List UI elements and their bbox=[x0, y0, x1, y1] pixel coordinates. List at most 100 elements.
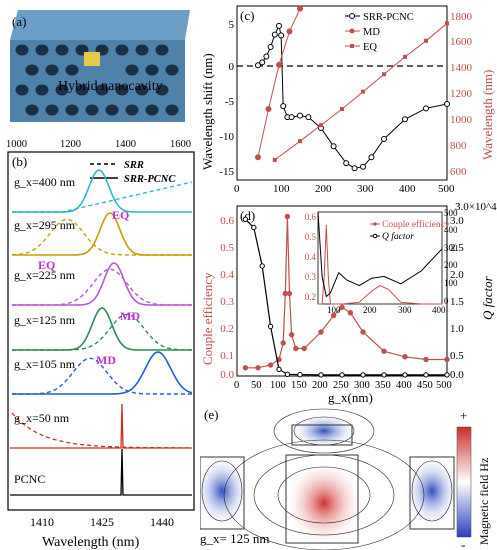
crystal-hole bbox=[65, 64, 79, 76]
data-point bbox=[298, 139, 302, 144]
svg-text:350: 350 bbox=[375, 380, 391, 391]
data-point bbox=[360, 329, 366, 335]
crystal-hole bbox=[165, 104, 179, 116]
srr-curve bbox=[12, 268, 192, 306]
svg-text:1440: 1440 bbox=[150, 515, 174, 529]
data-point bbox=[272, 157, 277, 162]
svg-text:1600: 1600 bbox=[450, 36, 473, 48]
data-point bbox=[305, 114, 312, 121]
svg-text:1.5: 1.5 bbox=[450, 296, 464, 308]
trace-label: g_x=225 nm bbox=[14, 268, 76, 282]
data-point bbox=[423, 356, 429, 363]
svg-text:0.4: 0.4 bbox=[220, 269, 234, 281]
data-point bbox=[297, 112, 303, 119]
svg-text:400: 400 bbox=[432, 305, 446, 315]
panel-c-y-left-ticks: 5 0 -5 -10 -15 bbox=[219, 19, 234, 178]
panel-c-y-right-ticks: 1800 1600 1400 1200 1000 800 600 bbox=[450, 11, 473, 178]
inset-q-line bbox=[317, 211, 443, 298]
svg-text:200: 200 bbox=[312, 380, 328, 391]
svg-text:0.6: 0.6 bbox=[220, 215, 234, 227]
mode-tag: EQ bbox=[112, 208, 129, 222]
crystal-hole bbox=[155, 84, 169, 96]
inset-y-right-ticks: 500 400 300 200 100 0 bbox=[444, 208, 458, 306]
data-point bbox=[267, 44, 274, 51]
data-point bbox=[330, 143, 337, 150]
data-point bbox=[424, 38, 428, 43]
svg-text:0.5: 0.5 bbox=[305, 232, 317, 242]
crystal-hole bbox=[115, 44, 129, 56]
svg-text:500: 500 bbox=[438, 183, 455, 195]
data-point bbox=[259, 263, 265, 269]
crystal-hole bbox=[15, 84, 29, 96]
mode-tag: MD bbox=[96, 353, 116, 367]
field-streamlines bbox=[201, 408, 453, 550]
inset-frame bbox=[317, 211, 443, 305]
colorbar-minus: - bbox=[461, 537, 465, 550]
crystal-hole bbox=[15, 44, 29, 56]
data-point bbox=[280, 103, 287, 110]
srr-curve bbox=[11, 412, 192, 449]
srr-curve bbox=[12, 357, 192, 395]
data-point bbox=[286, 28, 293, 35]
svg-text:400: 400 bbox=[444, 225, 458, 235]
crystal-hole bbox=[55, 84, 69, 96]
data-point bbox=[255, 365, 261, 371]
svg-text:1600: 1600 bbox=[170, 139, 191, 150]
legend-eq: EQ bbox=[363, 42, 377, 53]
data-point bbox=[360, 372, 366, 378]
crystal-hole bbox=[85, 104, 99, 116]
field-lobe-blue-top bbox=[290, 413, 358, 449]
colorbar-label: Magnetic field Hz bbox=[477, 458, 491, 545]
svg-text:250: 250 bbox=[333, 380, 349, 391]
svg-text:0.0: 0.0 bbox=[450, 369, 464, 381]
svg-text:1200: 1200 bbox=[60, 139, 81, 150]
data-point bbox=[339, 304, 345, 310]
svg-text:0: 0 bbox=[444, 296, 449, 306]
svg-text:200: 200 bbox=[444, 260, 458, 270]
data-point bbox=[297, 5, 303, 12]
srr-curve bbox=[12, 181, 193, 213]
panel-b-frame bbox=[7, 151, 195, 511]
data-point bbox=[288, 114, 295, 121]
svg-text:1425: 1425 bbox=[90, 515, 114, 529]
field-lobe-blue-right bbox=[404, 455, 460, 527]
svg-text:50: 50 bbox=[251, 380, 262, 391]
crystal-hole bbox=[45, 104, 59, 116]
series-line bbox=[257, 8, 301, 158]
data-point bbox=[276, 61, 282, 68]
panel-d-y-left-ticks: 0.6 0.5 0.4 0.3 0.2 0.1 0.0 bbox=[220, 215, 234, 381]
data-point bbox=[319, 123, 323, 128]
panel-c-wavelength-shift: (c) SRR-PCNC MD EQ 0 100 200 300 400 500… bbox=[200, 5, 495, 195]
svg-text:0.6: 0.6 bbox=[305, 212, 317, 222]
inset-legend-efficiency: Couple efficiency bbox=[382, 219, 450, 230]
inset-legend-q: Q factor bbox=[382, 231, 414, 242]
crystal-hole bbox=[135, 44, 149, 56]
data-point bbox=[265, 106, 272, 113]
srr-curve bbox=[12, 313, 192, 351]
panel-b-xlabel: Wavelength (nm) bbox=[42, 535, 140, 550]
inset-efficiency-line bbox=[318, 224, 442, 305]
crystal-hole bbox=[125, 64, 139, 76]
svg-text:2.0: 2.0 bbox=[450, 269, 464, 281]
panel-c-legend: SRR-PCNC MD EQ bbox=[345, 12, 414, 53]
data-point bbox=[259, 59, 266, 66]
data-point bbox=[339, 372, 345, 378]
colorbar-plus: + bbox=[460, 408, 467, 423]
inset-x-ticks: 100 200 300 400 bbox=[327, 305, 446, 315]
svg-text:600: 600 bbox=[450, 166, 467, 178]
legend-srr-pcnc: SRR-PCNC bbox=[124, 174, 176, 185]
svg-text:150: 150 bbox=[291, 380, 307, 391]
trace-label: PCNC bbox=[14, 472, 45, 486]
svg-text:100: 100 bbox=[444, 278, 458, 288]
svg-text:0.2: 0.2 bbox=[220, 323, 234, 335]
svg-text:2.5: 2.5 bbox=[450, 242, 464, 254]
data-point bbox=[278, 32, 285, 39]
svg-text:-5: -5 bbox=[225, 96, 235, 108]
srr-outlines bbox=[200, 424, 455, 544]
svg-text:400: 400 bbox=[396, 380, 412, 391]
crystal-hole bbox=[125, 104, 139, 116]
svg-text:0: 0 bbox=[229, 61, 235, 73]
trace-label: g_x=50 nm bbox=[14, 411, 70, 425]
svg-text:1400: 1400 bbox=[450, 62, 473, 74]
inset-legend: Couple efficiency Q factor bbox=[370, 219, 450, 242]
